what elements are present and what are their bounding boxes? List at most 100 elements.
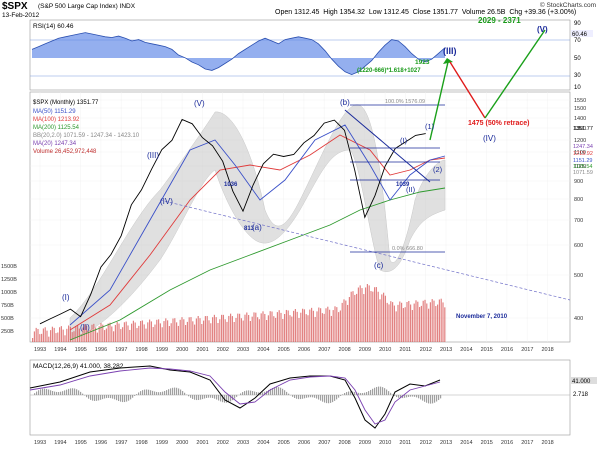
volume-tick: 1250B (1, 277, 17, 283)
price-year-labels: 1993 1994 1995 1996 1997 1998 1999 2000 2001 2002… (34, 347, 554, 353)
wave-c-label: (c) (374, 261, 384, 270)
macd-hist-bar (316, 395, 318, 399)
volume-bar (240, 318, 242, 342)
volume-bar (307, 315, 309, 342)
macd-hist-bar (120, 395, 122, 402)
macd-hist-bar (134, 395, 136, 396)
close-value: Close 1351.77 (412, 9, 458, 16)
macd-hist-bar (172, 387, 174, 395)
volume-bar (372, 291, 374, 342)
macd-hist-bar (374, 387, 376, 395)
macd-hist-bar (60, 391, 62, 395)
legend-price: $SPX (Monthly) 1351.77 (33, 100, 99, 106)
volume-bar (168, 326, 170, 342)
macd-hist-bar (256, 392, 258, 395)
macd-year-label: 2005 (278, 440, 290, 446)
price-tick: 1000 (574, 164, 586, 170)
ma50-line (69, 124, 446, 326)
fib-0-label: 0.0% 666.80 (392, 246, 423, 252)
volume-bar (120, 329, 122, 342)
macd-hist-bar (194, 395, 196, 400)
macd-hist-bar (234, 395, 236, 399)
volume-bar (149, 319, 151, 342)
macd-hist-bar (322, 395, 324, 402)
volume-bar (438, 299, 440, 342)
macd-hist-bar (304, 395, 306, 399)
macd-hist-bar (308, 395, 310, 398)
legend-ma200: MA(200) 1125.54 (33, 125, 80, 131)
macd-hist-bar (98, 395, 100, 401)
volume-bar (417, 301, 419, 342)
year-label: 1993 (34, 347, 46, 353)
year-label: 2001 (196, 347, 208, 353)
macd-hist-bar (270, 388, 272, 395)
volume-bar (62, 329, 64, 342)
macd-hist-bar (206, 395, 208, 399)
macd-hist-bar (318, 395, 320, 400)
macd-year-label: 2006 (298, 440, 310, 446)
macd-hist-bar (212, 395, 214, 399)
volume-bar (365, 287, 367, 342)
volume-bar (118, 323, 120, 342)
volume-bar (370, 291, 372, 342)
macd-hist-bar (182, 391, 184, 395)
volume-bar (357, 287, 359, 342)
macd-hist-bar (364, 392, 366, 395)
price-tick: 400 (574, 316, 583, 322)
macd-hist-bar (62, 391, 64, 395)
volume-bar (228, 315, 230, 342)
macd-hist-bar (74, 388, 76, 395)
macd-label: MACD(12,26,9) 41.000, 38.282 (33, 363, 124, 370)
volume-bar (312, 310, 314, 342)
macd-line (29, 365, 441, 429)
macd-hist-bar (108, 395, 110, 398)
macd-hist-bar (376, 386, 378, 395)
volume-bar (203, 320, 205, 342)
macd-hist-bar (226, 395, 228, 403)
macd-hist-bar (132, 395, 134, 398)
wave-i-past-label: (I) (62, 293, 70, 302)
value-813-label: 813 (244, 226, 255, 232)
volume-bar (109, 322, 111, 342)
macd-hist-bar (358, 392, 360, 395)
macd-hist-bar (246, 390, 248, 395)
volume-bar (332, 310, 334, 342)
macd-hist-bar (150, 390, 152, 395)
price-tick: 1300 (574, 126, 586, 132)
macd-hist-bar (254, 391, 256, 395)
macd-hist-bar (144, 389, 146, 395)
volume-bar (374, 287, 376, 342)
macd-hist-bar (214, 395, 216, 399)
wave-b-label: (b) (340, 98, 350, 107)
volume-bar (249, 320, 251, 342)
volume-bar (287, 310, 289, 342)
volume-bar (271, 311, 273, 342)
chart-date: 13-Feb-2012 (2, 12, 40, 19)
volume-bar (129, 329, 131, 342)
volume-bar (444, 307, 446, 342)
volume-bar (253, 312, 255, 342)
macd-signal-line (29, 367, 441, 425)
volume-bar (381, 294, 383, 342)
price-tick: 1400 (574, 116, 586, 122)
macd-year-label: 2012 (420, 440, 432, 446)
price-legend: $SPX (Monthly) 1351.77 MA(50) 1151.29 MA… (33, 100, 140, 155)
volume-bar (84, 324, 86, 342)
volume-bar (440, 298, 442, 342)
macd-hist-bar (54, 391, 56, 395)
volume-bar (334, 306, 336, 342)
wave-i-recent-label: (I) (400, 136, 408, 145)
wave-a-label: (a) (252, 223, 262, 232)
macd-hist-bar (384, 388, 386, 395)
volume-bar (431, 299, 433, 342)
macd-hist-bar (56, 391, 58, 395)
macd-hist-bar (196, 395, 198, 401)
volume-bar (264, 313, 266, 342)
year-label: 2014 (460, 347, 472, 353)
rsi-value-box (571, 30, 593, 37)
macd-year-label: 2007 (318, 440, 330, 446)
volume-bar (69, 326, 71, 342)
right-label-ma20: 1247.34 (573, 144, 593, 150)
volume-bar (363, 294, 365, 342)
volume-bar (87, 331, 89, 342)
